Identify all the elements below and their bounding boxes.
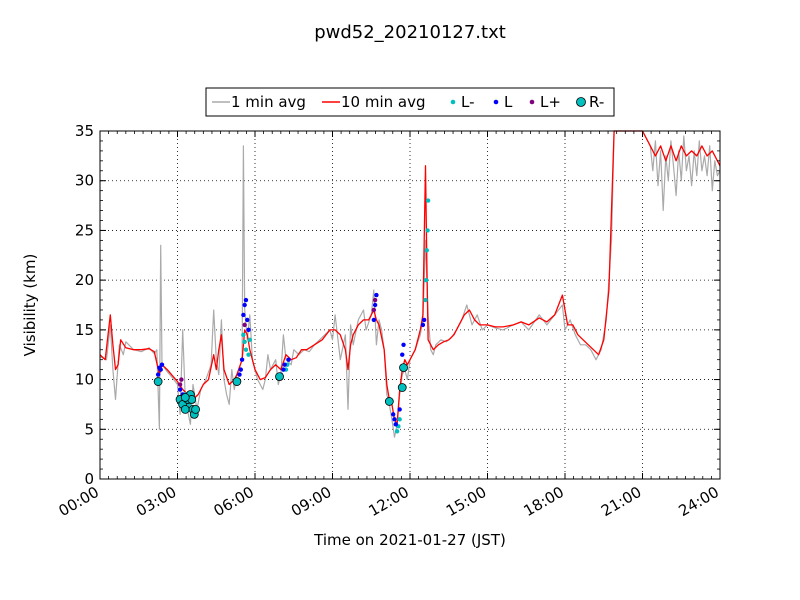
x-axis-label: Time on 2021-01-27 (JST): [313, 531, 506, 549]
grid-lines: [100, 131, 720, 479]
legend: 1 min avg 10 min avg L- L L+ R-: [205, 87, 615, 117]
y-tick-label: 15: [75, 321, 94, 339]
marker-L: [237, 372, 242, 377]
series-layer: [99, 130, 721, 438]
legend-label: 10 min avg: [341, 93, 426, 111]
marker-L: [241, 312, 246, 318]
marker-R-: [399, 363, 408, 373]
marker-L: [246, 327, 251, 333]
marker-L: [372, 302, 378, 308]
legend-swatch: [529, 99, 535, 105]
x-tick-label: 12:00: [366, 483, 412, 520]
legend-label: L: [504, 93, 513, 111]
legend-swatch: [450, 99, 456, 105]
series-line-1-min-avg: [99, 130, 721, 438]
legend-label: L+: [540, 93, 561, 111]
marker-L+: [372, 297, 378, 303]
x-tick-label: 06:00: [211, 483, 257, 520]
x-tick-label: 03:00: [133, 483, 179, 520]
marker-L: [158, 367, 163, 372]
marker-L-: [241, 332, 246, 338]
marker-L: [392, 417, 397, 422]
legend-label: L-: [461, 93, 475, 111]
marker-L-: [394, 429, 400, 434]
x-tick-label: 24:00: [676, 483, 722, 520]
marker-L+: [371, 307, 377, 313]
marker-L-: [247, 337, 253, 342]
marker-L: [401, 342, 406, 347]
legend-label: 1 min avg: [231, 93, 306, 111]
y-tick-label: 30: [75, 172, 94, 190]
y-tick-label: 25: [75, 221, 94, 239]
marker-L: [397, 407, 402, 412]
marker-L: [159, 362, 165, 367]
marker-L+: [179, 377, 184, 382]
marker-R-: [191, 404, 200, 414]
x-tick-label: 15:00: [443, 483, 489, 520]
x-tick-label: 18:00: [521, 483, 567, 520]
marker-R-: [180, 393, 190, 402]
axes: 00:00 03:00 06:00 09:00 12:00 15:00 18:00 21:00…: [56, 122, 722, 520]
y-tick-label: 5: [84, 420, 94, 438]
marker-L-: [425, 228, 430, 233]
marker-layer: [153, 198, 431, 434]
marker-L: [242, 302, 247, 308]
marker-L: [371, 317, 377, 323]
y-tick-label: 20: [75, 271, 94, 289]
marker-L: [400, 352, 405, 357]
marker-L: [422, 317, 427, 323]
marker-L-: [246, 352, 251, 357]
series-line-10-min-avg: [99, 130, 721, 425]
marker-L: [177, 387, 183, 392]
marker-L: [393, 422, 398, 427]
marker-L: [286, 357, 291, 362]
x-tick-label: 09:00: [288, 483, 334, 520]
marker-L+: [177, 382, 183, 387]
marker-L: [155, 372, 161, 377]
y-tick-label: 10: [75, 371, 94, 389]
marker-L: [239, 357, 245, 362]
marker-R-: [397, 383, 407, 392]
marker-L+: [242, 322, 247, 328]
marker-L-: [423, 297, 428, 303]
marker-L-: [425, 198, 431, 203]
marker-L: [391, 412, 396, 417]
legend-swatch: [493, 99, 499, 105]
marker-L: [238, 367, 243, 372]
marker-L-: [242, 339, 247, 344]
marker-L-: [423, 277, 429, 283]
chart-title: pwd52_20210127.txt: [314, 22, 506, 43]
marker-L: [374, 292, 379, 298]
marker-L: [243, 297, 249, 303]
marker-R-: [384, 397, 394, 406]
legend-box: [205, 87, 615, 117]
legend-label: R-: [589, 93, 604, 111]
legend-swatch: [576, 97, 586, 107]
marker-R-: [180, 404, 190, 414]
marker-L-: [424, 248, 429, 253]
marker-L: [281, 367, 286, 372]
marker-R-: [232, 377, 242, 386]
marker-R-: [153, 377, 163, 386]
marker-R-: [275, 372, 284, 381]
y-tick-label: 35: [75, 122, 94, 140]
marker-L-: [243, 347, 249, 352]
marker-L: [420, 322, 426, 328]
x-tick-label: 00:00: [56, 483, 102, 520]
marker-L: [282, 362, 287, 367]
y-axis-label: Visibility (km): [21, 254, 39, 357]
marker-L-: [397, 417, 402, 422]
x-tick-label: 21:00: [598, 483, 644, 520]
y-tick-label: 0: [84, 470, 94, 488]
marker-L: [245, 317, 250, 323]
